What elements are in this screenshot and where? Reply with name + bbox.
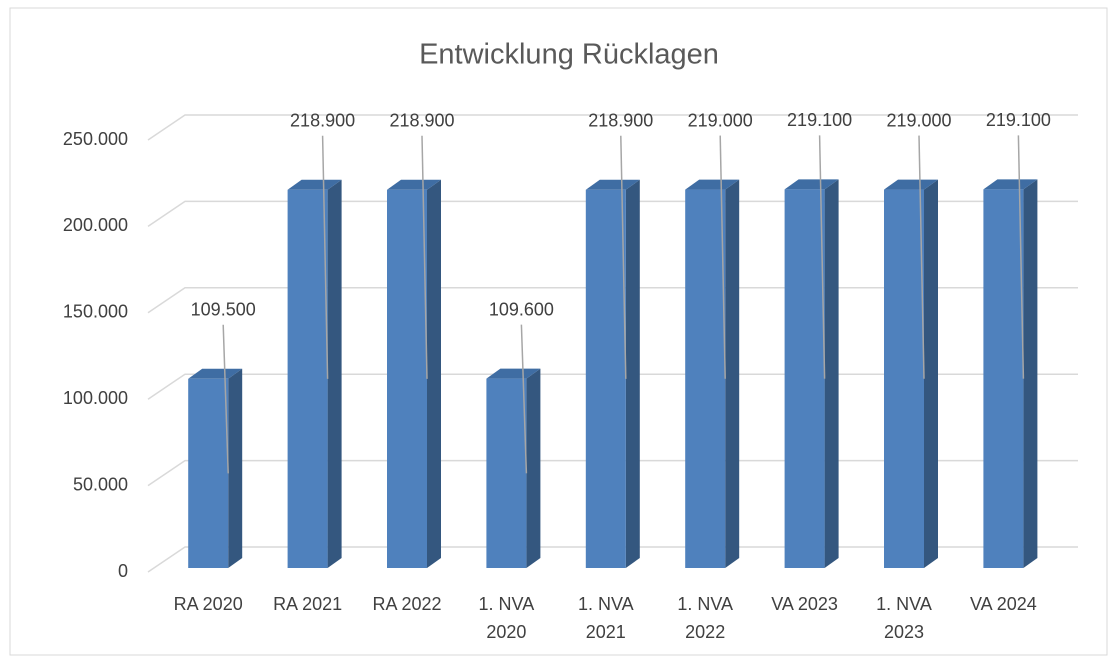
bar-front — [983, 189, 1024, 568]
bar — [486, 368, 541, 568]
bar — [585, 179, 640, 569]
bar-top — [784, 179, 839, 190]
bar-side — [824, 179, 839, 568]
leader-line — [520, 324, 528, 474]
leader-line — [620, 135, 627, 379]
bar-front — [486, 378, 527, 568]
leader-line — [1017, 135, 1025, 379]
x-tick-label: 1. NVA 2022 — [677, 594, 734, 642]
leader-line — [222, 324, 229, 474]
bar-side — [228, 368, 243, 568]
bar-top — [287, 179, 342, 190]
data-label: 218.900 — [588, 110, 653, 130]
y-tick-label: 150.000 — [63, 302, 128, 322]
data-label: 219.000 — [886, 110, 951, 130]
bar — [287, 179, 342, 569]
bar-side — [427, 179, 441, 569]
y-tick-label: 200.000 — [63, 215, 128, 235]
data-label: 109.600 — [489, 299, 554, 319]
bar — [784, 179, 839, 568]
data-label: 218.900 — [389, 110, 454, 130]
x-tick-label: 1. NVA 2020 — [478, 594, 535, 642]
grid-line — [147, 546, 1078, 573]
bar-front — [685, 189, 726, 568]
bar-top — [188, 368, 243, 379]
x-tick-label: RA 2020 — [173, 594, 243, 614]
data-label: 219.100 — [787, 110, 852, 130]
bar-top — [387, 179, 441, 190]
x-tick-label: VA 2024 — [970, 594, 1037, 614]
bar — [685, 179, 740, 568]
y-tick-label: 50.000 — [73, 474, 128, 494]
data-label: 218.900 — [290, 110, 355, 130]
leader-line — [818, 135, 826, 379]
x-tick-label: RA 2022 — [372, 594, 442, 614]
bar-side — [526, 368, 541, 568]
bar-front — [784, 189, 825, 568]
grid-line — [147, 114, 1078, 141]
y-tick-label: 0 — [118, 561, 128, 581]
leader-line — [421, 135, 428, 379]
bar-side — [625, 179, 640, 569]
grid-line — [147, 459, 1078, 487]
bar-front — [188, 378, 229, 568]
bar-top — [486, 368, 541, 379]
bar-top — [685, 179, 740, 190]
x-tick-label: 1. NVA 2023 — [876, 594, 932, 642]
bar-front — [387, 189, 427, 569]
leader-line — [719, 135, 726, 379]
data-label: 219.100 — [986, 110, 1051, 130]
bar — [387, 179, 441, 569]
x-tick-label: VA 2023 — [771, 594, 838, 614]
grid-line — [147, 200, 1078, 228]
chart-title: Entwicklung Rücklagen — [419, 39, 719, 71]
bar-front — [287, 189, 328, 569]
bar-top — [585, 179, 640, 190]
bar-top — [884, 179, 938, 190]
data-label: 109.500 — [191, 300, 256, 320]
bar-side — [1023, 179, 1038, 568]
bar-front — [884, 189, 924, 568]
y-tick-label: 100.000 — [63, 388, 128, 408]
bar-side — [327, 179, 342, 569]
bar-side — [725, 179, 740, 568]
chart-border — [9, 7, 1108, 656]
bar-top — [983, 179, 1038, 190]
bar — [884, 179, 938, 568]
leader-line — [321, 135, 329, 379]
y-tick-label: 250.000 — [63, 129, 128, 149]
bar-side — [924, 179, 938, 568]
data-label: 219.000 — [688, 110, 753, 130]
grid-line — [147, 373, 1078, 400]
x-tick-label: 1. NVA 2021 — [577, 594, 634, 642]
bar — [983, 179, 1038, 568]
x-tick-label: RA 2021 — [273, 594, 343, 614]
bar — [188, 368, 243, 568]
leader-line — [918, 135, 925, 379]
bar-front — [585, 189, 626, 569]
grid-line — [147, 287, 1078, 314]
